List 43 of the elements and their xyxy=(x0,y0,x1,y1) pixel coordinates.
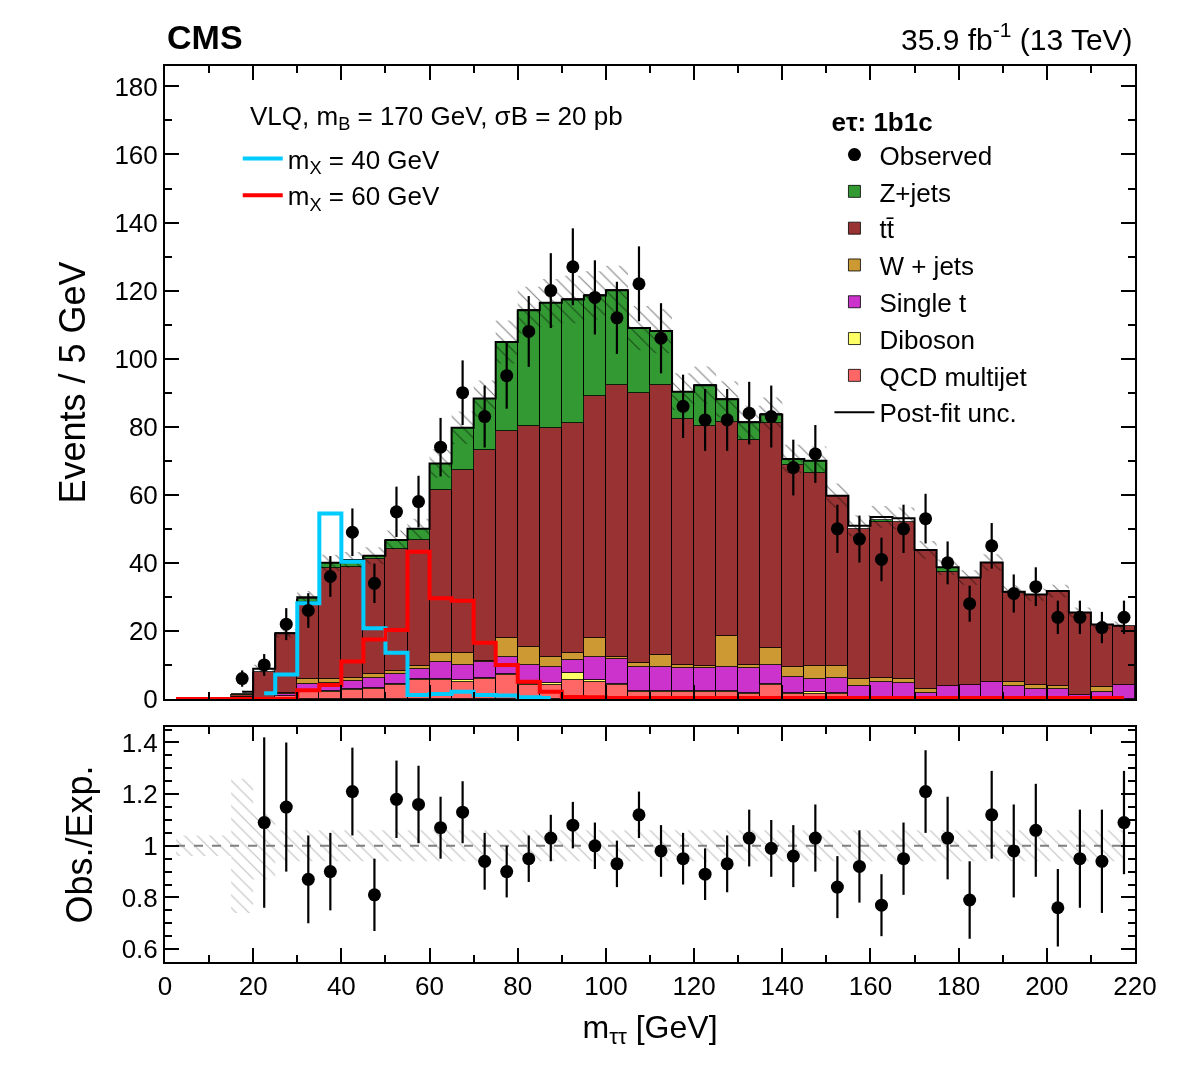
x-axis-title: m$_{ττ}$ [GeV] xyxy=(582,1008,718,1050)
chart-title: CMS xyxy=(167,18,243,56)
x-tick-label: 20 xyxy=(238,971,268,1002)
legend-label: Observed xyxy=(879,140,993,171)
legend-title: eτ: 1b1c xyxy=(831,107,933,138)
y-tick-label: 140 xyxy=(114,207,158,238)
y-tick-label: 60 xyxy=(128,479,158,510)
y-tick-label: 40 xyxy=(128,547,158,578)
y-tick-label: 0 xyxy=(143,684,158,715)
y-tick-label: 100 xyxy=(114,343,158,374)
legend-label: m$_{X}$ = 40 GeV xyxy=(287,144,441,178)
y-tick-label: 1 xyxy=(143,830,158,861)
y-axis-title: Events / 5 GeV xyxy=(51,261,93,504)
chart-subtitle: 35.9 fb$^{-1}$ (13 TeV) xyxy=(901,18,1133,56)
legend-label: QCD multijet xyxy=(879,361,1028,392)
x-tick-label: 160 xyxy=(848,971,893,1002)
x-tick-label: 140 xyxy=(760,971,804,1002)
legend-label: tt̄ xyxy=(879,214,895,245)
legend-label: Post-fit unc. xyxy=(879,398,1017,429)
y-tick-label: 0.8 xyxy=(121,882,158,913)
legend-label: m$_{X}$ = 60 GeV xyxy=(287,181,441,215)
legend-label: Z+jets xyxy=(879,177,951,208)
y-tick-label: 1.2 xyxy=(121,779,158,810)
x-tick-label: 220 xyxy=(1113,971,1157,1002)
y-tick-label: 20 xyxy=(128,616,158,647)
y-tick-label: 160 xyxy=(114,139,158,170)
x-tick-label: 40 xyxy=(326,971,356,1002)
legend-label: W + jets xyxy=(879,251,975,282)
annotation: VLQ, m$_{B}$ = 170 GeV, σB = 20 pb xyxy=(250,101,623,135)
y-axis-title: Obs./Exp. xyxy=(59,765,101,924)
x-tick-label: 180 xyxy=(936,971,981,1002)
y-tick-label: 180 xyxy=(114,71,158,102)
y-tick-label: 1.4 xyxy=(121,727,158,758)
y-tick-label: 0.6 xyxy=(121,934,158,965)
legend-label: Single t xyxy=(879,287,967,318)
x-tick-label: 120 xyxy=(672,971,716,1002)
x-tick-label: 200 xyxy=(1025,971,1069,1002)
x-tick-label: 80 xyxy=(503,971,533,1002)
x-tick-label: 60 xyxy=(415,971,445,1002)
y-tick-label: 80 xyxy=(128,411,158,442)
legend-label: Diboson xyxy=(879,324,975,355)
x-tick-label: 100 xyxy=(584,971,628,1002)
y-tick-label: 120 xyxy=(114,275,158,306)
